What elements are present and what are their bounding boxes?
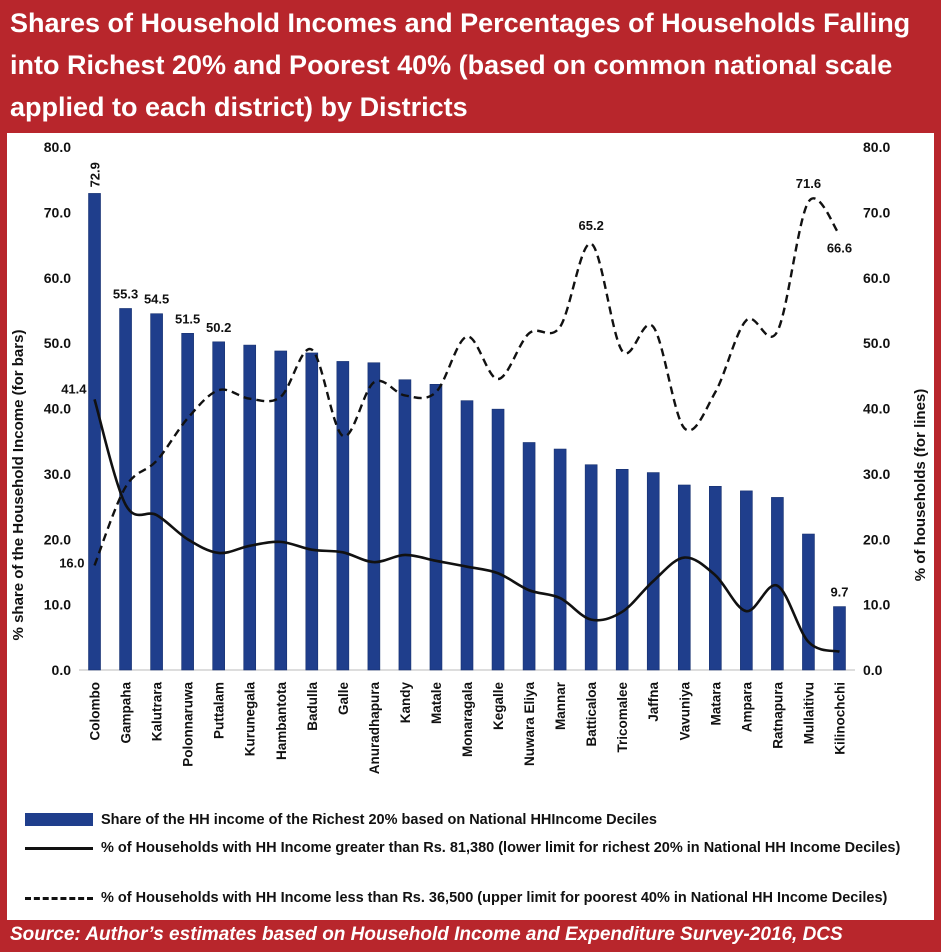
y2-tick-label: 60.0: [863, 270, 890, 286]
bar-polonnaruwa: [181, 333, 194, 671]
legend-bar-swatch: [25, 813, 93, 826]
line-poorest-40-households: [93, 197, 841, 566]
y2-tick-label: 80.0: [863, 139, 890, 155]
chart-panel: 0.0 0.0 10.0 10.0 20.0 20.0 30.0 30.0 40.0 40.0 50…: [7, 133, 934, 920]
x-tick-label: Nuwara Eliya: [522, 682, 537, 767]
x-tick-label: Kurunegala: [243, 682, 258, 757]
bar-mannar: [553, 448, 567, 671]
y2-tick-label: 50.0: [863, 335, 890, 351]
x-tick-label: Matale: [429, 682, 444, 725]
bar-anuradhapura: [367, 362, 381, 671]
dashed-line-value-label: 66.6: [827, 241, 852, 256]
dashed-line-value-label: 65.2: [579, 218, 604, 233]
y-tick-label: 30.0: [44, 466, 71, 482]
x-tick-label: Puttalam: [212, 682, 227, 739]
bar-mullaitivu: [802, 533, 815, 671]
chart-svg: 0.0 0.0 10.0 10.0 20.0 20.0 30.0 30.0 40.0 40.0 50…: [10, 139, 929, 775]
bar-kurunegala: [243, 344, 257, 671]
x-tick-label: Galle: [336, 682, 351, 716]
x-tick-label: Jaffna: [646, 682, 661, 722]
bar-badulla: [305, 352, 319, 671]
y-tick-label: 70.0: [44, 204, 71, 220]
bar-batticaloa: [584, 464, 598, 671]
chart-title: Shares of Household Incomes and Percenta…: [10, 8, 911, 122]
bar-value-label: 72.9: [88, 162, 103, 187]
x-tick-label: Hambantota: [274, 682, 289, 760]
dashed-line-value-label: 16.0: [59, 555, 84, 570]
bar-ratnapura: [771, 497, 784, 671]
bar-kilinochchi: [833, 606, 846, 671]
y-tick-label: 40.0: [44, 401, 71, 417]
bars-group: [88, 193, 846, 671]
source-note: Source: Author’s estimates based on Hous…: [10, 924, 843, 945]
x-tick-label: Polonnaruwa: [181, 682, 196, 767]
x-tick-label: Vavuniya: [677, 682, 692, 741]
x-tick-label: Batticaloa: [584, 682, 599, 747]
bar-value-label: 51.5: [175, 311, 200, 326]
x-tick-label: Kegalle: [491, 682, 506, 731]
bar-matale: [429, 384, 443, 671]
dashed-line-value-label: 71.6: [796, 176, 821, 191]
x-tick-label: Colombo: [88, 682, 103, 741]
lines-group: [93, 197, 841, 653]
y2-tick-label: 0.0: [863, 662, 883, 678]
x-tick-label: Kilinochchi: [832, 682, 847, 755]
bar-colombo: [88, 193, 101, 671]
bar-value-label: 9.7: [830, 585, 848, 600]
y-tick-label: 60.0: [44, 270, 71, 286]
labels-group: 72.9 55.3 54.5 51.5 50.2 9.7 41.4 16.0 65.2 71.6 6…: [59, 162, 852, 599]
x-tick-label: Tricomalee: [615, 682, 630, 753]
bar-value-label: 54.5: [144, 292, 169, 307]
y2-tick-label: 40.0: [863, 401, 890, 417]
legend-solid-text: % of Households with HH Income greater t…: [101, 840, 901, 856]
bar-galle: [336, 361, 350, 671]
bar-kandy: [398, 379, 412, 671]
y2-tick-label: 30.0: [863, 466, 890, 482]
x-tick-label: Mullaitivu: [801, 682, 816, 744]
bar-nuwara-eliya: [522, 442, 536, 671]
x-tick-label: Ampara: [739, 682, 754, 733]
y-tick-label: 50.0: [44, 335, 71, 351]
bar-kalutrara: [150, 313, 163, 671]
bar-puttalam: [212, 341, 225, 671]
bar-jaffna: [646, 472, 660, 671]
bar-tricomalee: [615, 468, 629, 671]
y-axis-label: % share of the Household Income (for bar…: [10, 330, 27, 641]
x-tick-label: Kalutrara: [150, 682, 165, 742]
bar-kegalle: [491, 408, 505, 671]
x-tick-label: Badulla: [305, 682, 320, 731]
y-tick-label: 0.0: [52, 662, 72, 678]
y2-tick-label: 10.0: [863, 597, 890, 613]
bar-matara: [709, 485, 722, 671]
y2-axis-label: % of households (for lines): [912, 389, 929, 582]
y2-tick-label: 20.0: [863, 531, 890, 547]
y-tick-label: 10.0: [44, 597, 71, 613]
legend-dashed-line-swatch: [25, 897, 93, 900]
bar-monaragala: [460, 400, 474, 671]
x-tick-label: Matara: [708, 682, 723, 726]
legend-dashed-text: % of Households with HH Income less than…: [101, 890, 888, 906]
legend-solid-line-swatch: [25, 847, 93, 850]
bar-vavuniya: [677, 484, 691, 671]
y-tick-label: 20.0: [44, 531, 71, 547]
x-tick-label: Ratnapura: [770, 682, 785, 749]
solid-line-value-label: 41.4: [61, 381, 87, 396]
x-tick-label: Mannar: [553, 681, 568, 730]
x-tick-label: Monaragala: [460, 682, 475, 758]
y2-tick-label: 70.0: [863, 204, 890, 220]
x-tick-label: Gampaha: [119, 682, 134, 744]
x-tick-label: Kandy: [398, 682, 413, 724]
bar-ampara: [740, 490, 753, 671]
y-tick-label: 80.0: [44, 139, 71, 155]
legend-bar-text: Share of the HH income of the Richest 20…: [101, 812, 657, 828]
bar-value-label: 55.3: [113, 286, 138, 301]
bar-value-label: 50.2: [206, 320, 231, 335]
bar-hambantota: [274, 350, 288, 671]
x-tick-label: Anuradhapura: [367, 682, 382, 775]
